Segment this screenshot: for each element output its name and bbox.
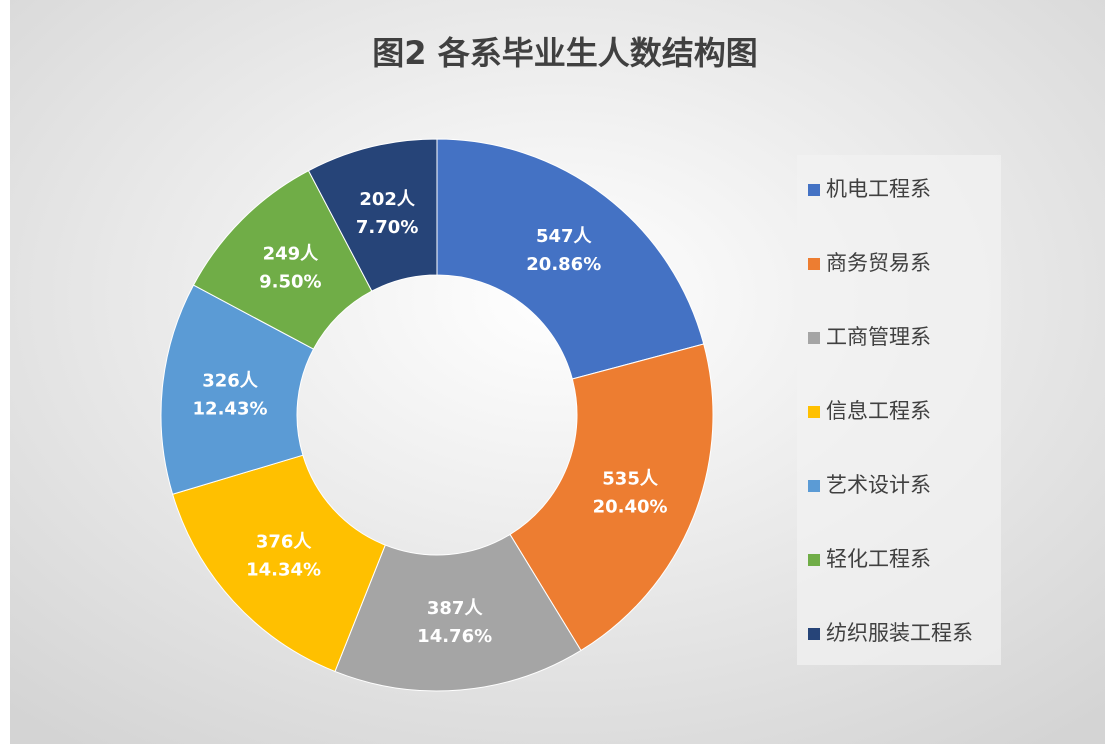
legend-swatch [808, 258, 820, 270]
data-label-percent: 9.50% [259, 271, 321, 292]
legend-label: 轻化工程系 [826, 547, 931, 571]
data-label-percent: 14.34% [246, 560, 321, 581]
data-label: 535人 [602, 468, 659, 489]
donut-slice [307, 138, 438, 292]
data-label: 326人 [202, 370, 259, 391]
legend-label: 纺织服装工程系 [826, 621, 973, 645]
donut-slice [171, 454, 386, 673]
data-label: 547人 [536, 226, 593, 247]
legend-label: 艺术设计系 [826, 473, 931, 497]
donut-slice [436, 138, 705, 380]
legend-label: 商务贸易系 [826, 251, 931, 275]
data-label-percent: 20.40% [593, 496, 668, 517]
legend-label: 信息工程系 [826, 399, 931, 423]
data-label: 387人 [427, 598, 484, 619]
legend-swatch [808, 554, 820, 566]
legend-label: 工商管理系 [826, 325, 931, 349]
chart-title: 图2 各系毕业生人数结构图 [372, 34, 757, 72]
legend-box [797, 155, 1001, 665]
donut-slice [509, 343, 714, 652]
legend-label: 机电工程系 [826, 177, 931, 201]
legend-swatch [808, 184, 820, 196]
data-label: 202人 [359, 189, 416, 210]
legend-swatch [808, 628, 820, 640]
donut-slice [334, 533, 582, 692]
data-label: 376人 [256, 532, 313, 553]
data-label: 249人 [263, 243, 320, 264]
data-label-percent: 7.70% [356, 217, 418, 238]
data-label-percent: 14.76% [417, 626, 492, 647]
legend-swatch [808, 480, 820, 492]
data-label-percent: 20.86% [526, 254, 601, 275]
legend-swatch [808, 332, 820, 344]
data-label-percent: 12.43% [193, 398, 268, 419]
legend-swatch [808, 406, 820, 418]
